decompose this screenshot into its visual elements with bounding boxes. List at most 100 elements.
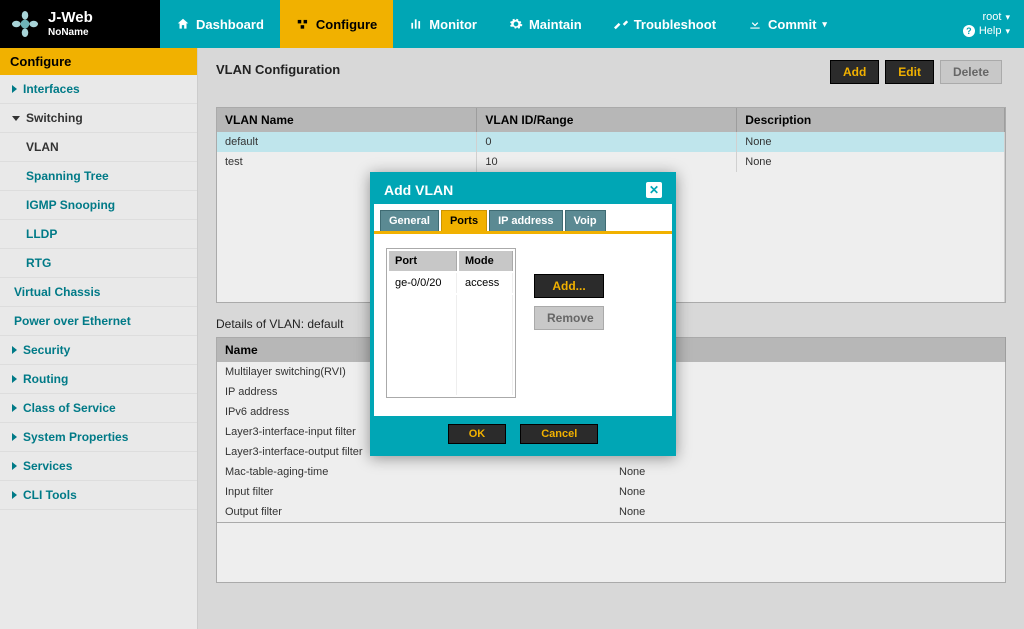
sidebar-label: Spanning Tree [26,169,109,183]
user-label: root [983,11,1002,23]
sidebar-item-vlan[interactable]: VLAN [0,133,197,162]
caret-down-icon [12,116,20,121]
tab-general[interactable]: General [380,210,439,231]
gear-icon [509,17,523,31]
sidebar-label: System Properties [23,430,128,444]
caret-right-icon [12,375,17,383]
nav-commit[interactable]: Commit ▾ [732,0,843,48]
configure-icon [296,17,310,31]
table-row[interactable]: default 0 None [217,132,1005,152]
sidebar-label: CLI Tools [23,488,77,502]
nav-dashboard[interactable]: Dashboard [160,0,280,48]
nav-commit-label: Commit [768,17,816,32]
col-mode[interactable]: Mode [459,251,513,271]
chevron-down-icon: ▾ [1005,26,1010,37]
delete-button[interactable]: Delete [940,60,1002,84]
col-vlan-id[interactable]: VLAN ID/Range [477,108,737,132]
sidebar-label: IGMP Snooping [26,198,115,212]
cell: Mac-table-aging-time [217,462,612,482]
caret-right-icon [12,462,17,470]
sidebar-item-routing[interactable]: Routing [0,365,197,394]
sidebar-item-lldp[interactable]: LLDP [0,220,197,249]
home-icon [176,17,190,31]
cell: test [217,152,477,172]
sidebar: Configure Interfaces Switching VLAN Span… [0,48,198,629]
add-vlan-dialog: Add VLAN ✕ General Ports IP address Voip… [370,172,676,456]
cell: Output filter [217,502,612,523]
tab-voip[interactable]: Voip [565,210,606,231]
nav-troubleshoot-label: Troubleshoot [634,17,716,32]
dialog-body: Port Mode ge-0/0/20 access Add... Remove [374,234,672,416]
close-icon[interactable]: ✕ [646,182,662,198]
col-port[interactable]: Port [389,251,457,271]
nav-monitor[interactable]: Monitor [393,0,493,48]
dialog-footer: OK Cancel [374,416,672,452]
sidebar-item-interfaces[interactable]: Interfaces [0,75,197,104]
sidebar-label: Power over Ethernet [14,314,131,328]
nav-monitor-label: Monitor [429,17,477,32]
action-bar: Add Edit Delete [830,60,1002,84]
table-row[interactable]: Mac-table-aging-timeNone [217,462,1006,482]
sidebar-item-security[interactable]: Security [0,336,197,365]
nav-maintain-label: Maintain [529,17,582,32]
edit-button[interactable]: Edit [885,60,934,84]
sidebar-item-rtg[interactable]: RTG [0,249,197,278]
cancel-button[interactable]: Cancel [520,424,598,444]
dialog-title: Add VLAN [384,182,453,198]
sidebar-label: Services [23,459,72,473]
help-menu[interactable]: ? Help ▾ [963,25,1010,37]
app-title: J-Web [48,10,93,27]
nav-configure[interactable]: Configure [280,0,393,48]
app-subtitle: NoName [48,27,93,38]
cell: None [611,502,1006,523]
wrench-icon [614,17,628,31]
caret-right-icon [12,491,17,499]
sidebar-label: Interfaces [23,82,80,96]
tab-ports[interactable]: Ports [441,210,487,231]
dialog-remove-button[interactable]: Remove [534,306,604,330]
sidebar-label: Security [23,343,70,357]
col-vlan-name[interactable]: VLAN Name [217,108,477,132]
dialog-add-button[interactable]: Add... [534,274,604,298]
nav-configure-label: Configure [316,17,377,32]
nav-dashboard-label: Dashboard [196,17,264,32]
port-table: Port Mode ge-0/0/20 access [386,248,516,398]
sidebar-item-virtual-chassis[interactable]: Virtual Chassis [0,278,197,307]
add-button[interactable]: Add [830,60,879,84]
sidebar-item-spanning-tree[interactable]: Spanning Tree [0,162,197,191]
cell: Input filter [217,482,612,502]
table-row[interactable]: ge-0/0/20 access [389,273,513,293]
sidebar-item-switching[interactable]: Switching [0,104,197,133]
sidebar-item-igmp[interactable]: IGMP Snooping [0,191,197,220]
monitor-icon [409,17,423,31]
col-vlan-desc[interactable]: Description [737,108,1005,132]
sidebar-label: Switching [26,111,83,125]
caret-right-icon [12,433,17,441]
cell: access [459,273,513,293]
sidebar-label: LLDP [26,227,57,241]
sidebar-item-sysprops[interactable]: System Properties [0,423,197,452]
nav-maintain[interactable]: Maintain [493,0,598,48]
cell: None [737,132,1005,152]
table-row[interactable]: Output filterNone [217,502,1006,523]
tab-ip-address[interactable]: IP address [489,210,562,231]
cell: 0 [477,132,737,152]
app-logo-icon [12,11,38,37]
sidebar-item-poe[interactable]: Power over Ethernet [0,307,197,336]
sidebar-label: Class of Service [23,401,116,415]
help-icon: ? [963,25,975,37]
cell: default [217,132,477,152]
cell: None [611,462,1006,482]
table-row[interactable]: Input filterNone [217,482,1006,502]
user-menu[interactable]: root ▾ [983,11,1011,23]
table-row[interactable]: test 10 None [217,152,1005,172]
sidebar-label: Virtual Chassis [14,285,100,299]
sidebar-item-cli[interactable]: CLI Tools [0,481,197,510]
sidebar-item-services[interactable]: Services [0,452,197,481]
cell: ge-0/0/20 [389,273,457,293]
dialog-tabs: General Ports IP address Voip [374,204,672,234]
nav-troubleshoot[interactable]: Troubleshoot [598,0,732,48]
sidebar-item-cos[interactable]: Class of Service [0,394,197,423]
ok-button[interactable]: OK [448,424,507,444]
caret-right-icon [12,85,17,93]
